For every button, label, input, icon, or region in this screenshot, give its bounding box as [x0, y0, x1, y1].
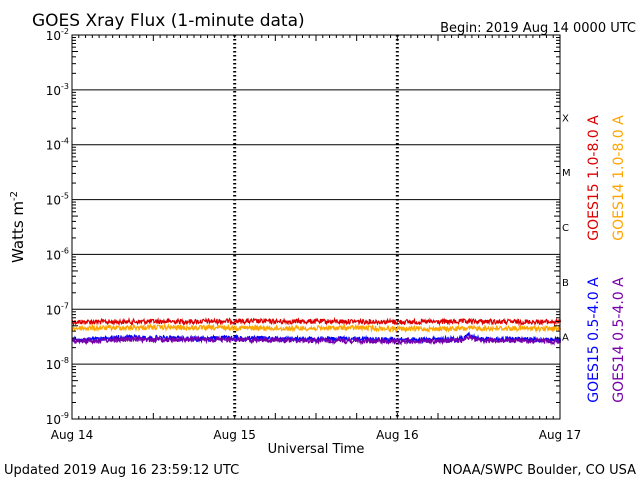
chart-title: GOES Xray Flux (1-minute data)	[32, 11, 305, 31]
series-lines	[71, 316, 562, 346]
y-axis-label-base: Watts m	[9, 201, 27, 263]
x-tick-label: Aug 14	[51, 428, 94, 442]
x-axis-label: Universal Time	[268, 442, 365, 457]
legend: GOES15 1.0-8.0 A GOES14 1.0-8.0 A GOES15 0…	[586, 115, 627, 403]
series-line	[71, 332, 562, 346]
legend-entry: GOES14 0.5-4.0 A	[611, 277, 627, 403]
updated-timestamp: Updated 2019 Aug 16 23:59:12 UTC	[4, 463, 239, 478]
y-axis-ticks: 10-2 10-3 10-4 10-5 10-6 10-7 10-8 10-9	[46, 27, 560, 427]
y-axis-label: Watts m-2	[9, 191, 27, 263]
y-tick-label: 10-4	[46, 137, 69, 153]
y-tick-label: 10-2	[46, 27, 69, 43]
flare-class-label: A	[562, 333, 569, 344]
y-tick-label: 10-8	[46, 356, 69, 372]
begin-date: Begin: 2019 Aug 14 0000 UTC	[440, 21, 636, 36]
flare-class-label: X	[562, 113, 569, 124]
legend-entry: GOES15 0.5-4.0 A	[586, 277, 602, 403]
day-dividers	[233, 35, 399, 419]
flare-class-labels: X M C B A	[562, 113, 571, 343]
x-tick-label: Aug 17	[539, 428, 582, 442]
flare-class-label: B	[562, 278, 569, 289]
plot-frame	[71, 34, 561, 420]
y-tick-label: 10-9	[46, 411, 69, 427]
legend-entry: GOES14 1.0-8.0 A	[611, 115, 627, 241]
y-tick-label: 10-5	[46, 192, 69, 208]
series-line	[71, 316, 562, 327]
x-axis-ticks: Aug 14 Aug 15 Aug 16 Aug 17	[51, 35, 582, 442]
y-tick-label: 10-6	[46, 246, 69, 262]
series-line	[71, 322, 562, 333]
y-tick-label: 10-3	[46, 82, 69, 98]
grid-lines	[72, 89, 560, 365]
flare-class-label: M	[562, 168, 571, 179]
x-tick-label: Aug 16	[376, 428, 419, 442]
credit-text: NOAA/SWPC Boulder, CO USA	[443, 463, 636, 478]
y-tick-label: 10-7	[46, 301, 69, 317]
legend-entry: GOES15 1.0-8.0 A	[586, 115, 602, 241]
y-axis-label-exp: -2	[9, 191, 20, 201]
flare-class-label: C	[562, 223, 569, 234]
x-tick-label: Aug 15	[213, 428, 256, 442]
